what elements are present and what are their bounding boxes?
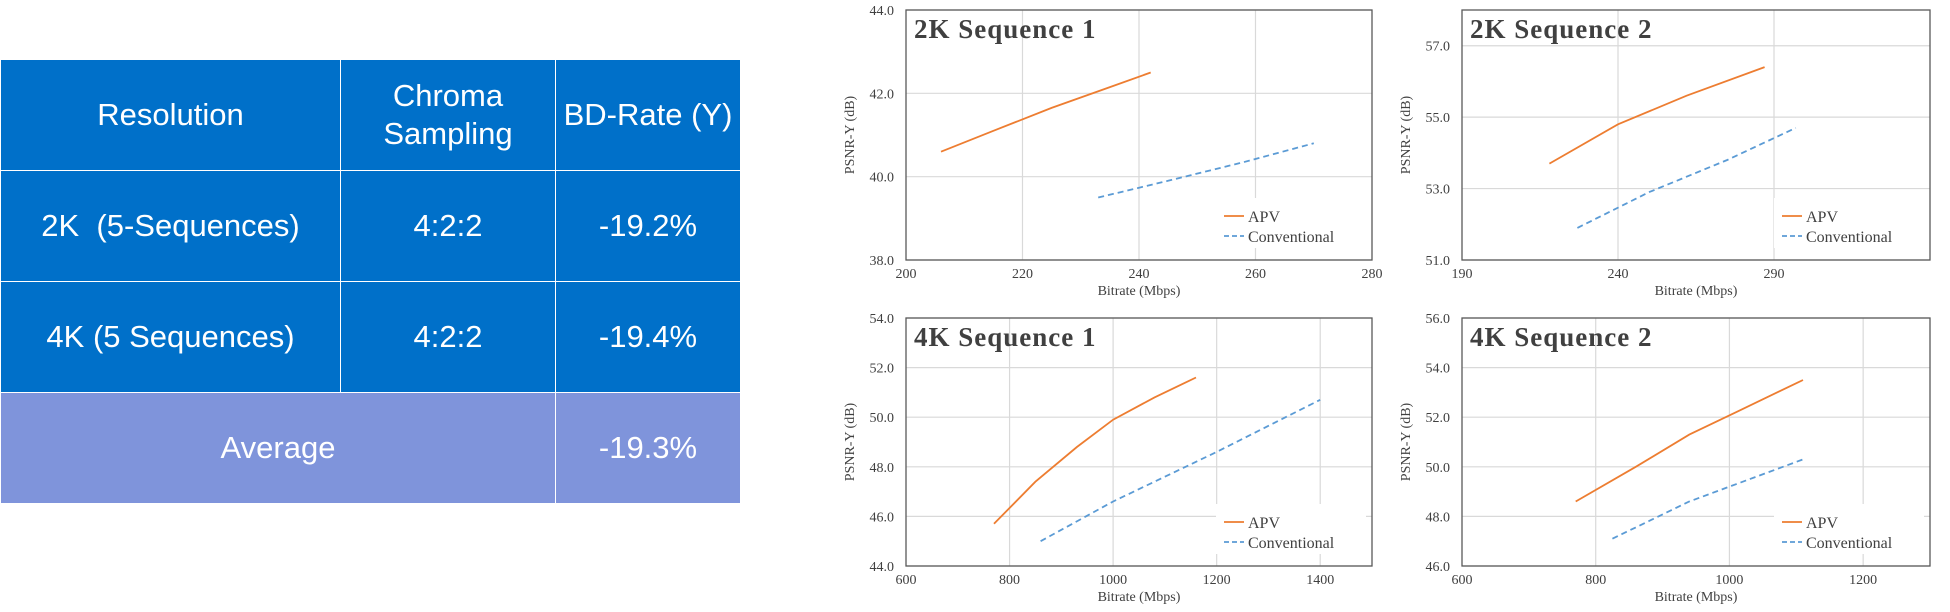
chart-3: 600 800 1000 1200 1400 44.0 46.0 48.0 50.0 52.0 54…: [843, 312, 1373, 605]
y-tick-label: 46.0: [1426, 560, 1451, 575]
chart-title: 4K Sequence 1: [914, 322, 1097, 352]
legend-label-conventional: Conventional: [1248, 535, 1335, 552]
y-axis-label: PSNR-Y (dB): [843, 402, 858, 481]
y-tick-label: 44.0: [870, 4, 895, 19]
x-tick-label: 1200: [1203, 573, 1231, 588]
y-tick-label: 56.0: [1426, 312, 1451, 327]
x-tick-label: 600: [1452, 573, 1473, 588]
legend-label-apv: APV: [1806, 515, 1838, 532]
y-tick-label: 54.0: [870, 312, 895, 327]
chart-title: 2K Sequence 1: [914, 14, 1097, 44]
legend-label-conventional: Conventional: [1806, 535, 1893, 552]
series-line-apv: [1575, 379, 1804, 503]
x-tick-label: 240: [1608, 267, 1629, 282]
legend-label-conventional: Conventional: [1806, 229, 1893, 246]
y-tick-label: 42.0: [870, 87, 895, 102]
y-axis-label: PSNR-Y (dB): [1399, 402, 1414, 481]
legend-box: [1774, 198, 1924, 248]
x-tick-label: 290: [1764, 267, 1785, 282]
x-tick-label: 220: [1012, 267, 1033, 282]
x-tick-label: 1000: [1715, 573, 1743, 588]
legend-label-apv: APV: [1806, 209, 1838, 226]
x-tick-label: 200: [896, 267, 917, 282]
y-tick-label: 57.0: [1426, 40, 1451, 55]
x-tick-label: 190: [1452, 267, 1473, 282]
x-tick-label: 600: [896, 573, 917, 588]
chart-2: 190 240 290 51.0 53.0 55.0 57.0 2K Sequence 2 Bi…: [1399, 9, 1931, 299]
y-axis-label: PSNR-Y (dB): [1399, 95, 1414, 174]
cell-chroma: 4:2:2: [340, 281, 556, 393]
series-line-apv: [940, 71, 1152, 153]
header-chroma-sampling: Chroma Sampling: [340, 59, 556, 171]
chart-title: 4K Sequence 2: [1470, 322, 1653, 352]
series-line-conventional: [1576, 127, 1797, 229]
x-tick-label: 240: [1129, 267, 1150, 282]
y-tick-label: 40.0: [870, 171, 895, 186]
y-axis-label: PSNR-Y (dB): [843, 95, 858, 174]
chart-title: 2K Sequence 2: [1470, 14, 1653, 44]
legend-box: [1216, 198, 1366, 248]
y-tick-label: 46.0: [870, 510, 895, 525]
x-tick-label: 1200: [1849, 573, 1877, 588]
y-tick-label: 44.0: [870, 560, 895, 575]
x-axis-label: Bitrate (Mbps): [1655, 590, 1738, 605]
series-line-conventional: [1612, 458, 1804, 540]
cell-bd-rate: -19.2%: [555, 170, 741, 282]
table-row: 4K (5 Sequences) 4:2:2 -19.4%: [0, 281, 741, 393]
y-tick-label: 50.0: [1426, 461, 1451, 476]
header-resolution: Resolution: [0, 59, 341, 171]
y-tick-label: 55.0: [1426, 111, 1451, 126]
x-axis-label: Bitrate (Mbps): [1098, 284, 1181, 299]
series-line-conventional: [1097, 142, 1315, 199]
plot-frame: [905, 317, 1373, 567]
x-tick-label: 280: [1362, 267, 1383, 282]
legend-box: [1216, 504, 1366, 554]
plot-frame: [1461, 9, 1931, 261]
legend-label-conventional: Conventional: [1248, 229, 1335, 246]
average-bd-rate: -19.3%: [555, 392, 741, 504]
cell-chroma: 4:2:2: [340, 170, 556, 282]
series-line-conventional: [1040, 398, 1321, 542]
x-tick-label: 800: [1585, 573, 1606, 588]
x-tick-label: 1000: [1099, 573, 1127, 588]
y-tick-label: 54.0: [1426, 362, 1451, 377]
plot-frame: [1461, 317, 1931, 567]
x-axis-label: Bitrate (Mbps): [1098, 590, 1181, 605]
header-bd-rate: BD-Rate (Y): [555, 59, 741, 171]
series-line-apv: [993, 376, 1197, 525]
y-tick-label: 50.0: [870, 411, 895, 426]
legend-label-apv: APV: [1248, 515, 1280, 532]
y-tick-label: 38.0: [870, 254, 895, 269]
legend-label-apv: APV: [1248, 209, 1280, 226]
y-tick-label: 52.0: [870, 362, 895, 377]
x-tick-label: 800: [999, 573, 1020, 588]
average-label: Average: [0, 392, 556, 504]
x-axis-label: Bitrate (Mbps): [1655, 284, 1738, 299]
chart-4: 600 800 1000 1200 46.0 48.0 50.0 52.0 54.0 56.0 4K…: [1399, 312, 1931, 605]
series-line-apv: [1548, 66, 1765, 165]
legend-box: [1774, 504, 1924, 554]
y-tick-label: 51.0: [1426, 254, 1451, 269]
y-tick-label: 52.0: [1426, 411, 1451, 426]
x-tick-label: 1400: [1306, 573, 1334, 588]
plot-frame: [905, 9, 1373, 261]
y-tick-label: 53.0: [1426, 183, 1451, 198]
y-tick-label: 48.0: [1426, 510, 1451, 525]
cell-resolution: 4K (5 Sequences): [0, 281, 341, 393]
cell-bd-rate: -19.4%: [555, 281, 741, 393]
average-row: Average -19.3%: [0, 392, 741, 504]
bd-rate-table: Resolution Chroma Sampling BD-Rate (Y) 2…: [0, 59, 741, 504]
chart-1: 200 220 240 260 280 38.0 40.0 42.0 44.0 2K Sequen…: [843, 4, 1383, 299]
x-tick-label: 260: [1245, 267, 1266, 282]
y-tick-label: 48.0: [870, 461, 895, 476]
